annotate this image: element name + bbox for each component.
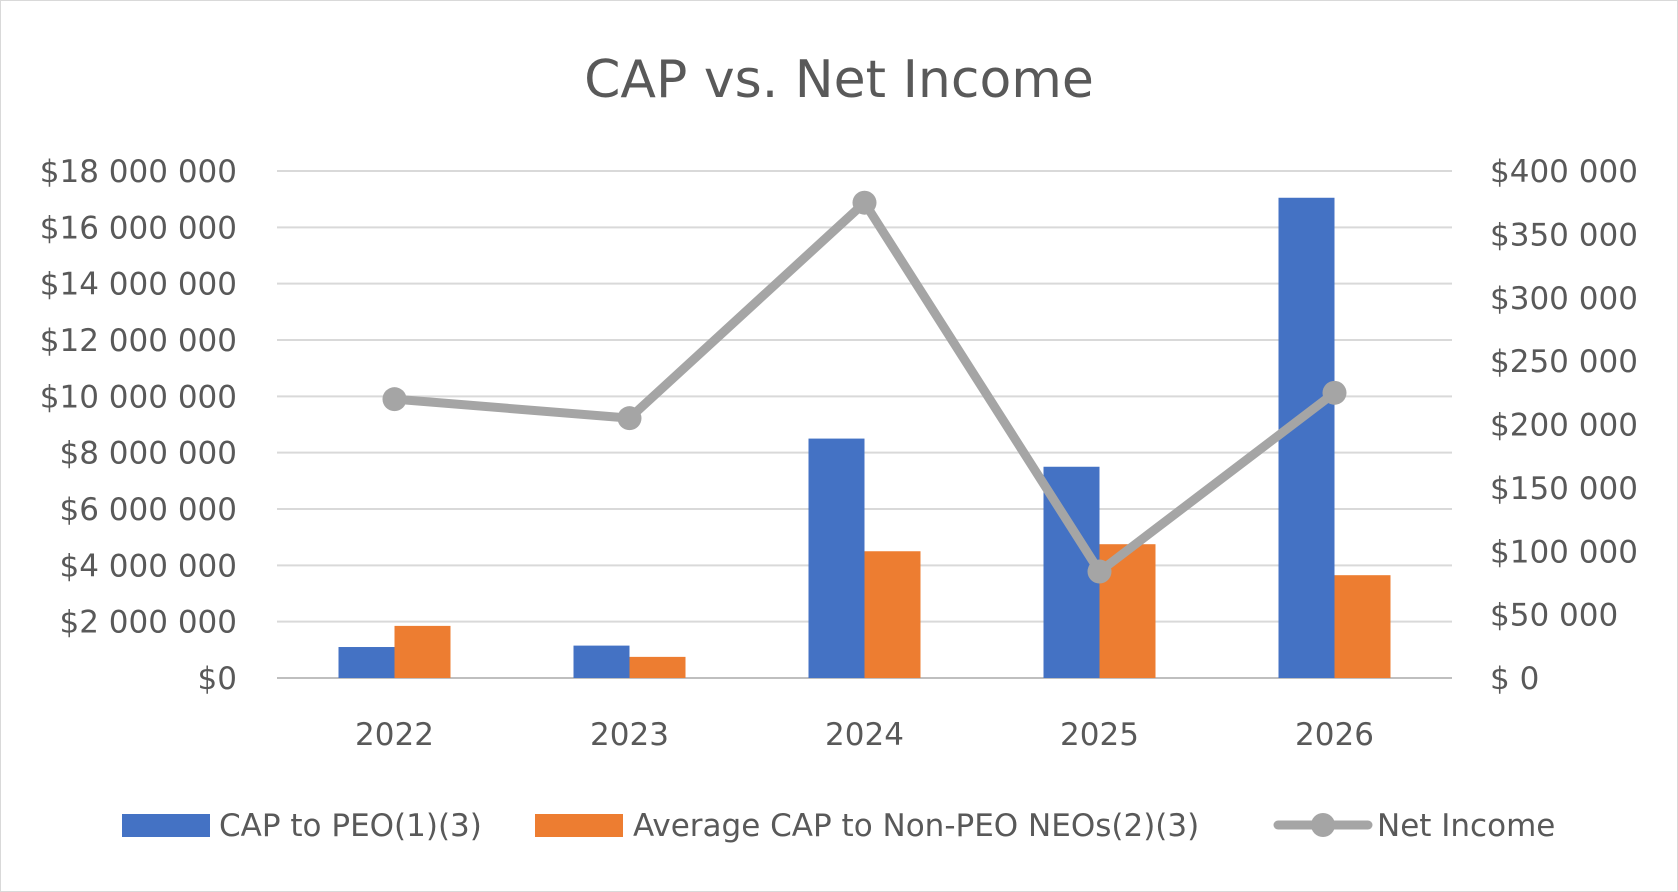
net-income-point xyxy=(382,387,407,412)
right-axis-tick-label: $300 000 xyxy=(1490,281,1638,317)
right-axis-tick-label: $100 000 xyxy=(1490,534,1638,570)
left-axis-tick-label: $16 000 000 xyxy=(40,210,237,246)
legend: CAP to PEO(1)(3) Average CAP to Non-PEO N… xyxy=(122,808,1555,844)
left-axis-tick-label: $0 xyxy=(198,661,237,697)
x-axis-tick-label: 2024 xyxy=(825,717,904,753)
legend-label: Average CAP to Non-PEO NEOs(2)(3) xyxy=(633,808,1199,844)
legend-marker xyxy=(1311,813,1335,837)
chart-title: CAP vs. Net Income xyxy=(584,50,1094,110)
right-axis-tick-label: $ 0 xyxy=(1490,661,1539,697)
left-axis-tick-label: $10 000 000 xyxy=(40,379,237,415)
right-axis-tick-label: $350 000 xyxy=(1490,217,1638,253)
gridlines xyxy=(277,170,1452,679)
bar-series-2 xyxy=(1334,575,1391,678)
x-axis-tick-label: 2023 xyxy=(590,717,669,753)
bars xyxy=(338,197,1391,678)
bar-series-2 xyxy=(629,656,686,678)
right-axis-tick-label: $200 000 xyxy=(1490,408,1638,444)
bar-series-1 xyxy=(1278,197,1335,678)
legend-label: CAP to PEO(1)(3) xyxy=(219,808,482,844)
net-income-point xyxy=(1322,380,1347,405)
legend-label: Net Income xyxy=(1377,808,1555,844)
left-axis-tick-label: $6 000 000 xyxy=(60,492,238,528)
net-income-point xyxy=(1087,559,1112,584)
bar-series-2 xyxy=(394,625,451,678)
legend-swatch xyxy=(122,814,210,837)
x-axis-tick-label: 2022 xyxy=(355,717,434,753)
bar-series-1 xyxy=(808,438,865,678)
right-axis-ticks: $ 0 $50 000 $100 000 $150 000 $200 000 $250 0… xyxy=(1490,154,1638,697)
x-axis-ticks: 2022 2023 2024 2025 2026 xyxy=(355,717,1374,753)
left-axis-tick-label: $2 000 000 xyxy=(60,605,238,641)
net-income-point xyxy=(617,406,642,431)
bar-series-1 xyxy=(338,647,395,678)
left-axis-tick-label: $14 000 000 xyxy=(40,267,237,303)
x-axis-tick-label: 2026 xyxy=(1295,717,1374,753)
net-income-line xyxy=(382,190,1347,584)
right-axis-tick-label: $150 000 xyxy=(1490,471,1638,507)
net-income-point xyxy=(852,190,877,215)
legend-swatch xyxy=(535,814,623,837)
left-axis-ticks: $0 $2 000 000 $4 000 000 $6 000 000 $8 000 0… xyxy=(40,154,237,697)
right-axis-tick-label: $250 000 xyxy=(1490,344,1638,380)
right-axis-tick-label: $50 000 xyxy=(1490,598,1618,634)
bar-series-2 xyxy=(864,551,921,678)
left-axis-tick-label: $8 000 000 xyxy=(60,436,238,472)
left-axis-tick-label: $12 000 000 xyxy=(40,323,237,359)
left-axis-tick-label: $18 000 000 xyxy=(40,154,237,190)
x-axis-tick-label: 2025 xyxy=(1060,717,1139,753)
bar-series-1 xyxy=(573,645,630,678)
left-axis-tick-label: $4 000 000 xyxy=(60,548,238,584)
right-axis-tick-label: $400 000 xyxy=(1490,154,1638,190)
